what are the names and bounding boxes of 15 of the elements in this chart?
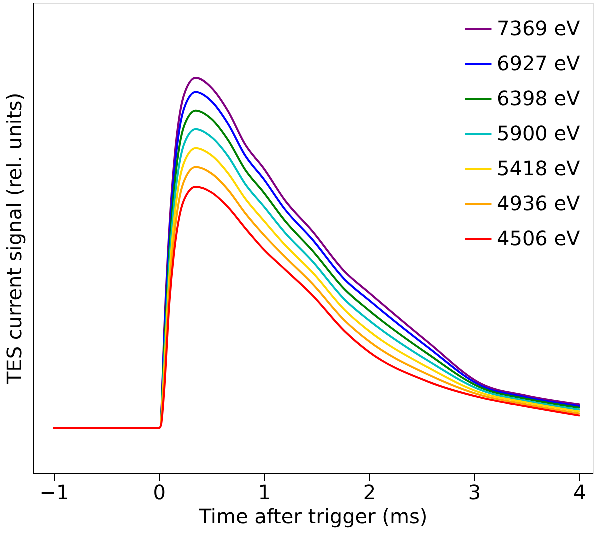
x-tick-label: 4 bbox=[573, 480, 586, 504]
legend-label: 5900 eV bbox=[497, 122, 581, 146]
legend-label: 5418 eV bbox=[497, 156, 581, 180]
legend-label: 6927 eV bbox=[497, 52, 581, 76]
y-axis-title: TES current signal (rel. units) bbox=[2, 92, 26, 386]
x-tick-label: 2 bbox=[363, 480, 376, 504]
legend-label: 6398 eV bbox=[497, 86, 581, 110]
x-tick-label: 0 bbox=[153, 480, 166, 504]
x-tick-label: −1 bbox=[40, 480, 70, 504]
legend-label: 4936 eV bbox=[497, 192, 581, 216]
x-axis-title: Time after trigger (ms) bbox=[198, 504, 428, 528]
x-tick-label: 3 bbox=[468, 480, 482, 504]
x-tick-label: 1 bbox=[258, 480, 272, 504]
legend-label: 4506 eV bbox=[497, 226, 581, 250]
legend-label: 7369 eV bbox=[497, 16, 581, 40]
